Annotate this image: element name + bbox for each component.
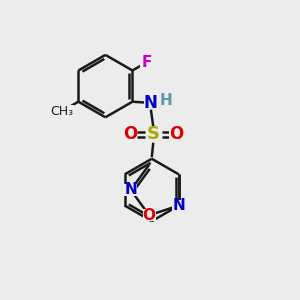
FancyBboxPatch shape xyxy=(123,128,137,141)
Text: N: N xyxy=(144,94,158,112)
Text: F: F xyxy=(141,55,152,70)
Text: O: O xyxy=(169,125,184,143)
FancyBboxPatch shape xyxy=(140,56,153,68)
FancyBboxPatch shape xyxy=(160,94,173,106)
FancyBboxPatch shape xyxy=(172,200,185,211)
FancyBboxPatch shape xyxy=(169,128,184,141)
Text: O: O xyxy=(142,208,156,223)
Text: CH₃: CH₃ xyxy=(50,105,73,118)
Text: S: S xyxy=(147,125,160,143)
FancyBboxPatch shape xyxy=(144,97,158,109)
Text: N: N xyxy=(124,182,137,197)
FancyBboxPatch shape xyxy=(124,184,137,196)
FancyBboxPatch shape xyxy=(49,105,74,118)
Text: H: H xyxy=(160,93,173,108)
Text: O: O xyxy=(123,125,137,143)
FancyBboxPatch shape xyxy=(142,209,156,221)
FancyBboxPatch shape xyxy=(146,127,161,142)
Text: N: N xyxy=(172,198,185,213)
